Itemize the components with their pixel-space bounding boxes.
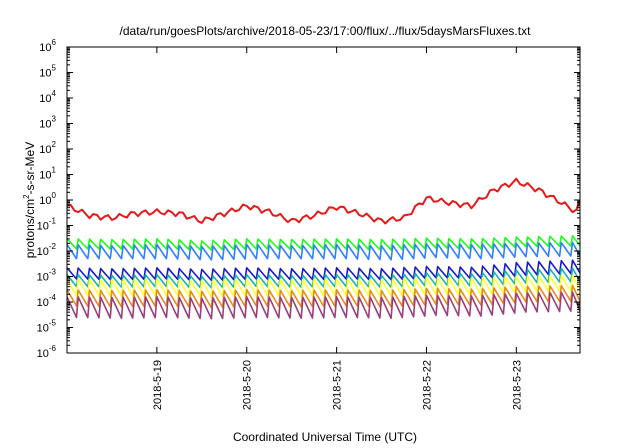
y-tick-label: 10-3 (37, 268, 57, 284)
y-tick-label: 101 (39, 166, 56, 182)
y-tick-label-exponent: 0 (52, 191, 57, 200)
y-tick-label-base: 10 (39, 42, 51, 54)
y-tick-label-base: 10 (39, 195, 51, 207)
y-tick-label-exponent: 1 (52, 166, 57, 175)
y-tick-label-base: 10 (37, 348, 49, 360)
y-tick-label-base: 10 (39, 170, 51, 182)
y-tick-label-exponent: -1 (49, 217, 57, 226)
series-line-1 (67, 177, 580, 225)
series-line-8 (67, 291, 580, 320)
y-tick-label: 103 (39, 115, 56, 131)
series-line-3 (67, 241, 580, 261)
y-tick-label-exponent: 2 (52, 140, 57, 149)
y-tick-label: 10-5 (37, 319, 57, 335)
y-axis: 10-610-510-410-310-210-11001011021031041… (37, 38, 580, 360)
y-axis-label: protons/cm2-s-sr-MeV (22, 142, 37, 258)
y-tick-label: 10-1 (37, 217, 57, 233)
y-tick-label: 105 (39, 64, 56, 80)
y-tick-label-exponent: -4 (49, 293, 57, 302)
y-tick-label-base: 10 (39, 144, 51, 156)
x-tick-label: 2018-5-21 (332, 360, 344, 410)
x-tick-label: 2018-5-20 (242, 360, 254, 410)
y-tick-label-base: 10 (37, 272, 49, 284)
series-layer (67, 177, 580, 320)
x-axis-label: Coordinated Universal Time (UTC) (233, 430, 417, 444)
y-axis-label-superscript: 2 (22, 194, 31, 199)
chart-title: /data/run/goesPlots/archive/2018-05-23/1… (120, 24, 532, 38)
y-tick-label: 10-6 (37, 344, 57, 360)
y-axis-label-base: protons/cm (23, 199, 37, 258)
y-tick-label-base: 10 (39, 119, 51, 131)
y-tick-label: 10-2 (37, 242, 57, 258)
y-tick-label-exponent: 6 (52, 38, 57, 47)
x-tick-label: 2018-5-22 (421, 360, 433, 410)
y-tick-label-exponent: 5 (52, 64, 57, 73)
series-line-4 (67, 259, 580, 282)
y-tick-label-base: 10 (37, 323, 49, 335)
y-tick-label: 100 (39, 191, 56, 207)
y-tick-label-exponent: -3 (49, 268, 57, 277)
y-tick-label-base: 10 (37, 246, 49, 258)
y-tick-label: 10-4 (37, 293, 57, 309)
series-line-2 (67, 235, 580, 251)
y-tick-label-base: 10 (37, 221, 49, 233)
y-tick-label-exponent: -5 (49, 319, 57, 328)
y-tick-label-base: 10 (39, 93, 51, 105)
y-tick-label-exponent: 4 (52, 89, 57, 98)
series-line-6 (67, 274, 580, 298)
y-tick-label: 102 (39, 140, 56, 156)
x-axis: 2018-5-19 2018-5-20 2018-5-21 2018-5-22 2018… (152, 47, 523, 410)
x-tick-label: 2018-5-19 (152, 360, 164, 410)
y-tick-label-base: 10 (37, 297, 49, 309)
y-tick-label: 106 (39, 38, 56, 54)
y-tick-label-exponent: -6 (49, 344, 57, 353)
x-tick-label: 2018-5-23 (511, 360, 523, 410)
y-tick-label-exponent: -2 (49, 242, 57, 251)
y-tick-label-base: 10 (39, 68, 51, 80)
y-tick-label-exponent: 3 (52, 115, 57, 124)
y-tick-label: 104 (39, 89, 56, 105)
y-axis-label-rest: -s-sr-MeV (23, 142, 37, 195)
